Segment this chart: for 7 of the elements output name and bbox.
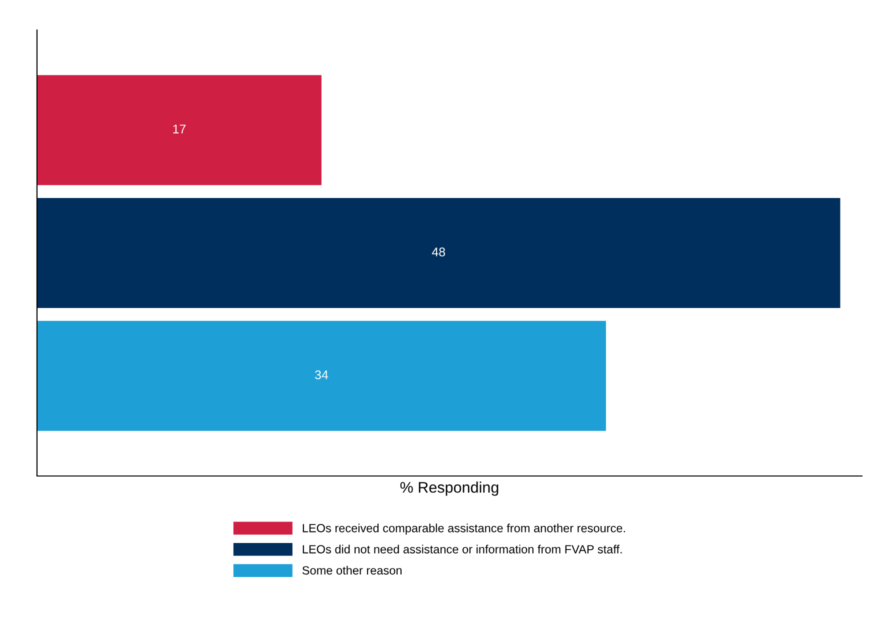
legend-label: Some other reason	[302, 566, 402, 575]
legend-label: LEOs received comparable assistance from another resource.	[302, 524, 625, 535]
data-label: 17	[173, 124, 186, 134]
legend-label: LEOs did not need assistance or information from FVAP staff.	[302, 544, 622, 554]
data-label: 34	[315, 370, 328, 380]
data-label: 48	[432, 248, 446, 256]
x-axis-title: % Responding	[400, 482, 498, 496]
